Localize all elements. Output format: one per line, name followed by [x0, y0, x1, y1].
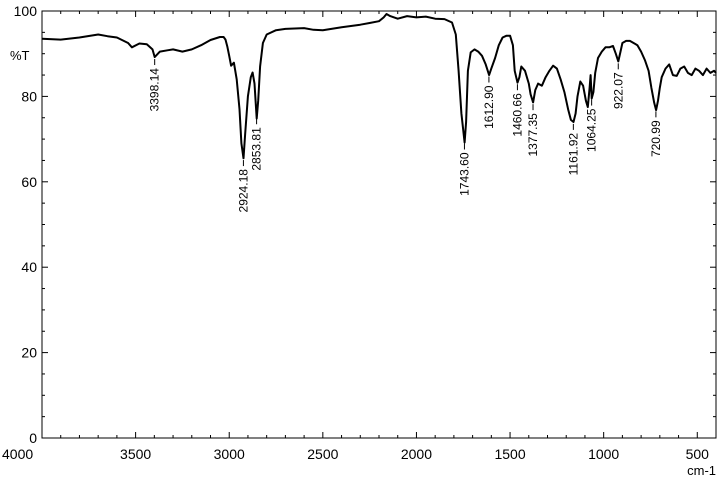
x-tick-label: 2500: [307, 446, 338, 462]
plot-area: [41, 13, 717, 160]
peak-label: 3398.14: [148, 68, 162, 112]
peak-label: 1460.66: [510, 93, 524, 137]
peak-label: 1612.90: [482, 85, 496, 129]
x-tick-label: 3500: [120, 446, 151, 462]
x-tick-label: 500: [686, 446, 710, 462]
y-tick-label: 80: [21, 88, 37, 104]
peak-label: 1064.25: [585, 108, 599, 152]
y-tick-label: 40: [21, 259, 37, 275]
x-axis-label: cm-1: [687, 463, 716, 478]
x-tick-label: 4000: [2, 446, 33, 462]
y-tick-label: 100: [14, 3, 38, 19]
peak-label: 1161.92: [566, 133, 580, 176]
peak-label: 720.99: [649, 120, 663, 157]
y-tick-label: 0: [29, 430, 37, 446]
peak-label: 2853.81: [250, 127, 264, 171]
x-tick-label: 1500: [494, 446, 525, 462]
y-tick-label: 20: [21, 345, 37, 361]
peak-label: 1743.60: [457, 152, 471, 196]
peak-label: 922.07: [611, 72, 625, 109]
peak-label: 2924.18: [236, 169, 250, 213]
peak-label: 1377.35: [526, 113, 540, 157]
x-tick-label: 2000: [401, 446, 432, 462]
axes: 0 20 40 60 80 100 4000 3500 3000 2500 2000 1500 1000…: [2, 3, 717, 462]
x-tick-label: 1000: [588, 446, 619, 462]
y-tick-label: 60: [21, 174, 37, 190]
spectrum-line: [41, 13, 717, 160]
x-tick-label: 3000: [214, 446, 245, 462]
y-axis-label: %T: [10, 48, 30, 63]
